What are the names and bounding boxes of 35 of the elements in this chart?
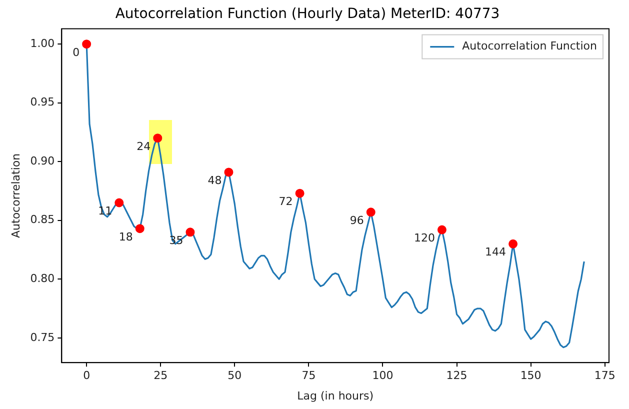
x-tick-label: 175 [594, 369, 616, 382]
point [82, 40, 92, 49]
x-tick-label: 100 [372, 369, 394, 382]
chart-title: Autocorrelation Function (Hourly Data) MeterID: 40773 [115, 6, 500, 22]
legend-label: Autocorrelation Function [462, 40, 598, 53]
annotation: 96 [350, 214, 364, 228]
x-tick-label: 50 [228, 369, 242, 382]
x-tick-label: 150 [520, 369, 542, 382]
point [135, 224, 144, 234]
y-tick-label: 0.80 [30, 272, 55, 286]
y-tick-label: 1.00 [30, 36, 55, 50]
y-tick-label: 0.85 [30, 213, 55, 226]
point [114, 198, 124, 208]
annotation: 144 [485, 246, 506, 259]
x-tick-label: 75 [302, 369, 316, 382]
y-tick-label: 0.90 [30, 154, 55, 168]
x-tick-label: 25 [154, 369, 168, 382]
point [508, 239, 518, 248]
point [224, 168, 234, 177]
annotation: 18 [118, 230, 133, 244]
annotation: 72 [278, 195, 293, 208]
point [366, 208, 376, 217]
annotation: 0 [72, 46, 80, 59]
x-tick-label: 125 [446, 369, 468, 382]
point [153, 134, 162, 143]
annotation: 48 [208, 174, 222, 188]
x-axis-title: Lag (in hours) [297, 389, 374, 402]
annotation: 120 [414, 232, 435, 245]
x-tick-label: 0 [83, 369, 90, 382]
point [437, 225, 446, 234]
y-tick-label: 0.75 [30, 330, 55, 344]
point [186, 228, 195, 237]
y-axis-title: Autocorrelation [9, 153, 22, 238]
y-tick-label: 0.95 [30, 96, 55, 109]
point [295, 188, 304, 198]
